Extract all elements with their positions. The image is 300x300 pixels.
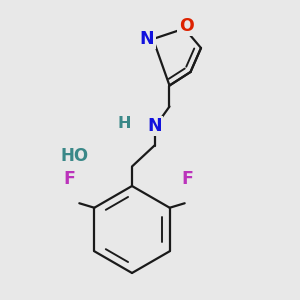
Text: N: N <box>147 117 162 135</box>
Text: F: F <box>63 169 75 188</box>
Text: F: F <box>182 169 194 188</box>
Text: HO: HO <box>60 147 88 165</box>
Text: O: O <box>178 17 194 35</box>
Text: N: N <box>140 30 154 48</box>
Text: H: H <box>118 116 131 130</box>
